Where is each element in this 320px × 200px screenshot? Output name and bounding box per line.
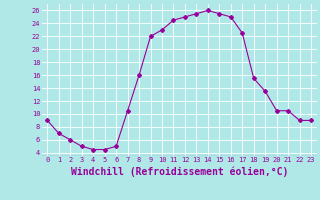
X-axis label: Windchill (Refroidissement éolien,°C): Windchill (Refroidissement éolien,°C): [70, 166, 288, 177]
